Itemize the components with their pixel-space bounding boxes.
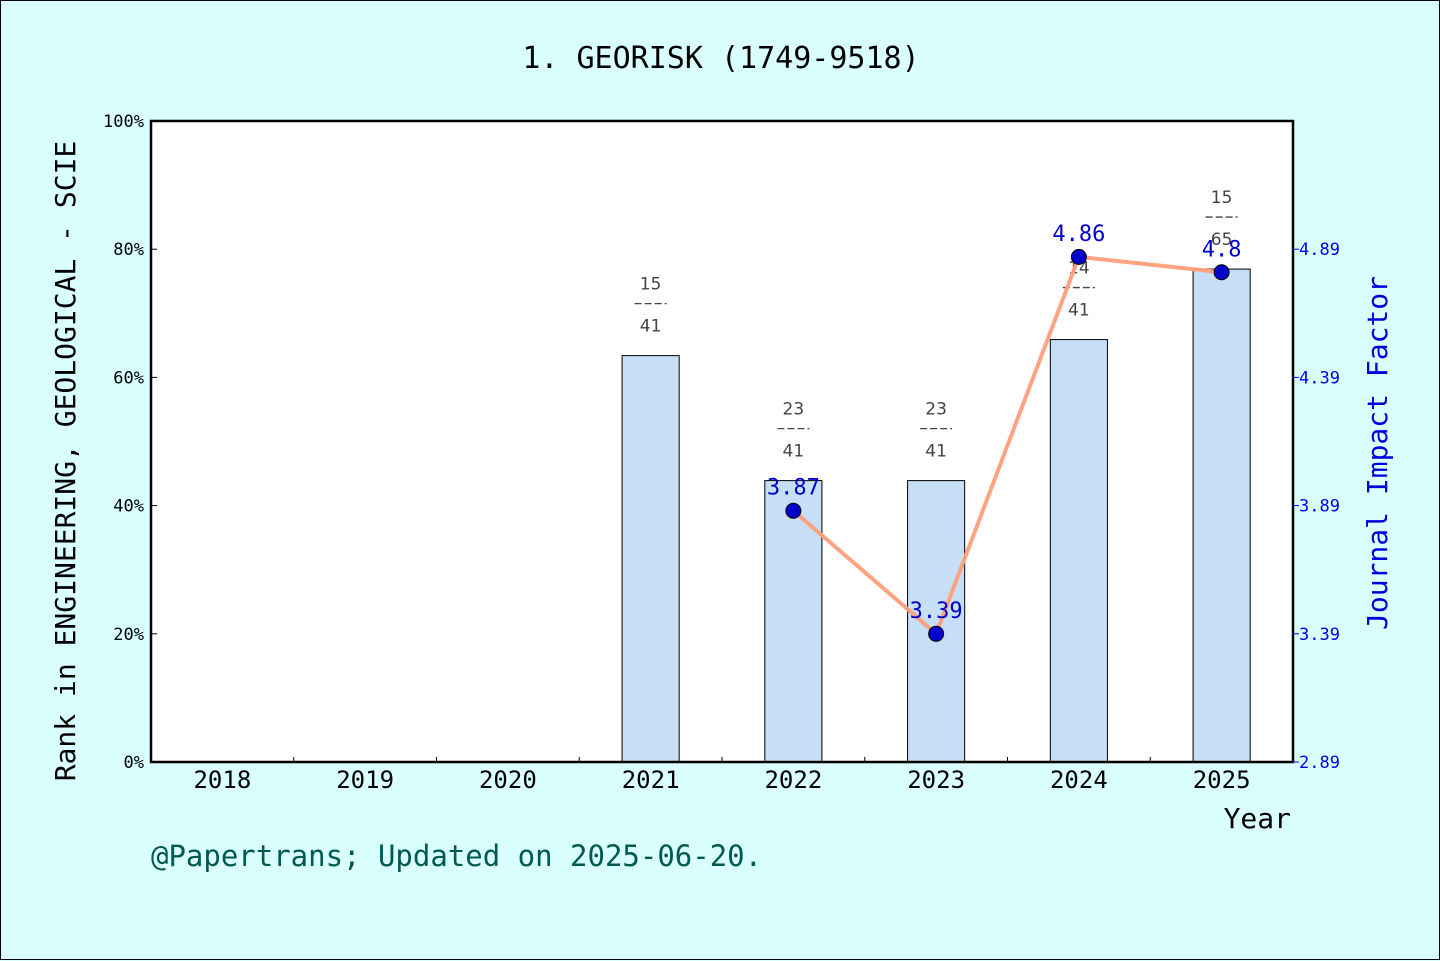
impact-factor-label-2024: 4.86 xyxy=(1052,222,1105,247)
impact-factor-label-2023: 3.39 xyxy=(910,599,963,624)
x-tick-label: 2023 xyxy=(907,766,965,794)
y-tick-label: 0% xyxy=(124,753,144,773)
chart-title: 1. GEORISK (1749-9518) xyxy=(522,41,919,76)
bar-total-label: 41 xyxy=(640,317,662,337)
bar-rank-label: 15 xyxy=(1211,188,1233,208)
y2-axis-label: Journal Impact Factor xyxy=(1361,276,1394,630)
x-tick-label: 2025 xyxy=(1193,766,1251,794)
y-tick-label: 20% xyxy=(113,625,144,645)
plot-area xyxy=(151,121,1293,762)
impact-factor-series: 3.87 3.39 4.86 4.8 xyxy=(767,222,1242,642)
y-tick-label: 100% xyxy=(103,112,144,132)
y2-tick-label: 3.89 xyxy=(1299,497,1340,517)
footer-credit: @Papertrans; Updated on 2025-06-20. xyxy=(151,839,762,873)
axes-group: 2018 2019 2020 2021 2022 2023 2024 2025 0% 20% 40%… xyxy=(103,112,1340,794)
bar-2022 xyxy=(764,480,823,763)
x-tick-label: 2020 xyxy=(479,766,537,794)
impact-factor-point-2023 xyxy=(928,625,945,642)
x-tick-label: 2024 xyxy=(1050,766,1108,794)
bar-total-label: 65 xyxy=(1211,230,1233,250)
y-tick-label: 80% xyxy=(113,240,144,260)
impact-factor-point-2024 xyxy=(1070,248,1087,265)
bar-rank-label: 15 xyxy=(640,275,662,295)
x-tick-label: 2021 xyxy=(622,766,680,794)
y2-tick-label: 4.39 xyxy=(1299,368,1340,388)
bar-2021 xyxy=(621,355,680,763)
x-axis-label: Year xyxy=(1224,802,1291,835)
bar-2025 xyxy=(1192,268,1251,763)
bar-2023 xyxy=(907,480,966,763)
x-tick-label: 2018 xyxy=(193,766,251,794)
bar-total-label: 41 xyxy=(1068,301,1090,321)
impact-factor-label-2025: 4.8 xyxy=(1202,237,1242,262)
y2-tick-label: 2.89 xyxy=(1299,753,1340,773)
y-tick-label: 60% xyxy=(113,368,144,388)
y2-tick-label: 4.89 xyxy=(1299,240,1340,260)
bar-2024 xyxy=(1049,339,1108,763)
impact-factor-line xyxy=(792,254,1222,636)
bar-total-label: 41 xyxy=(925,442,947,462)
y2-tick-label: 3.39 xyxy=(1299,625,1340,645)
y-axis-label: Rank in ENGINEERING, GEOLOGICAL - SCIE xyxy=(49,141,82,782)
bar-rank-label: 23 xyxy=(925,400,947,420)
impact-factor-label-2022: 3.87 xyxy=(767,476,820,501)
x-tick-label: 2019 xyxy=(336,766,394,794)
x-tick-label: 2022 xyxy=(764,766,822,794)
bar-total-label: 41 xyxy=(783,442,805,462)
impact-factor-point-2025 xyxy=(1213,264,1230,281)
impact-factor-point-2022 xyxy=(785,502,802,519)
y-tick-label: 40% xyxy=(113,497,144,517)
bar-rank-label: 23 xyxy=(783,400,805,420)
